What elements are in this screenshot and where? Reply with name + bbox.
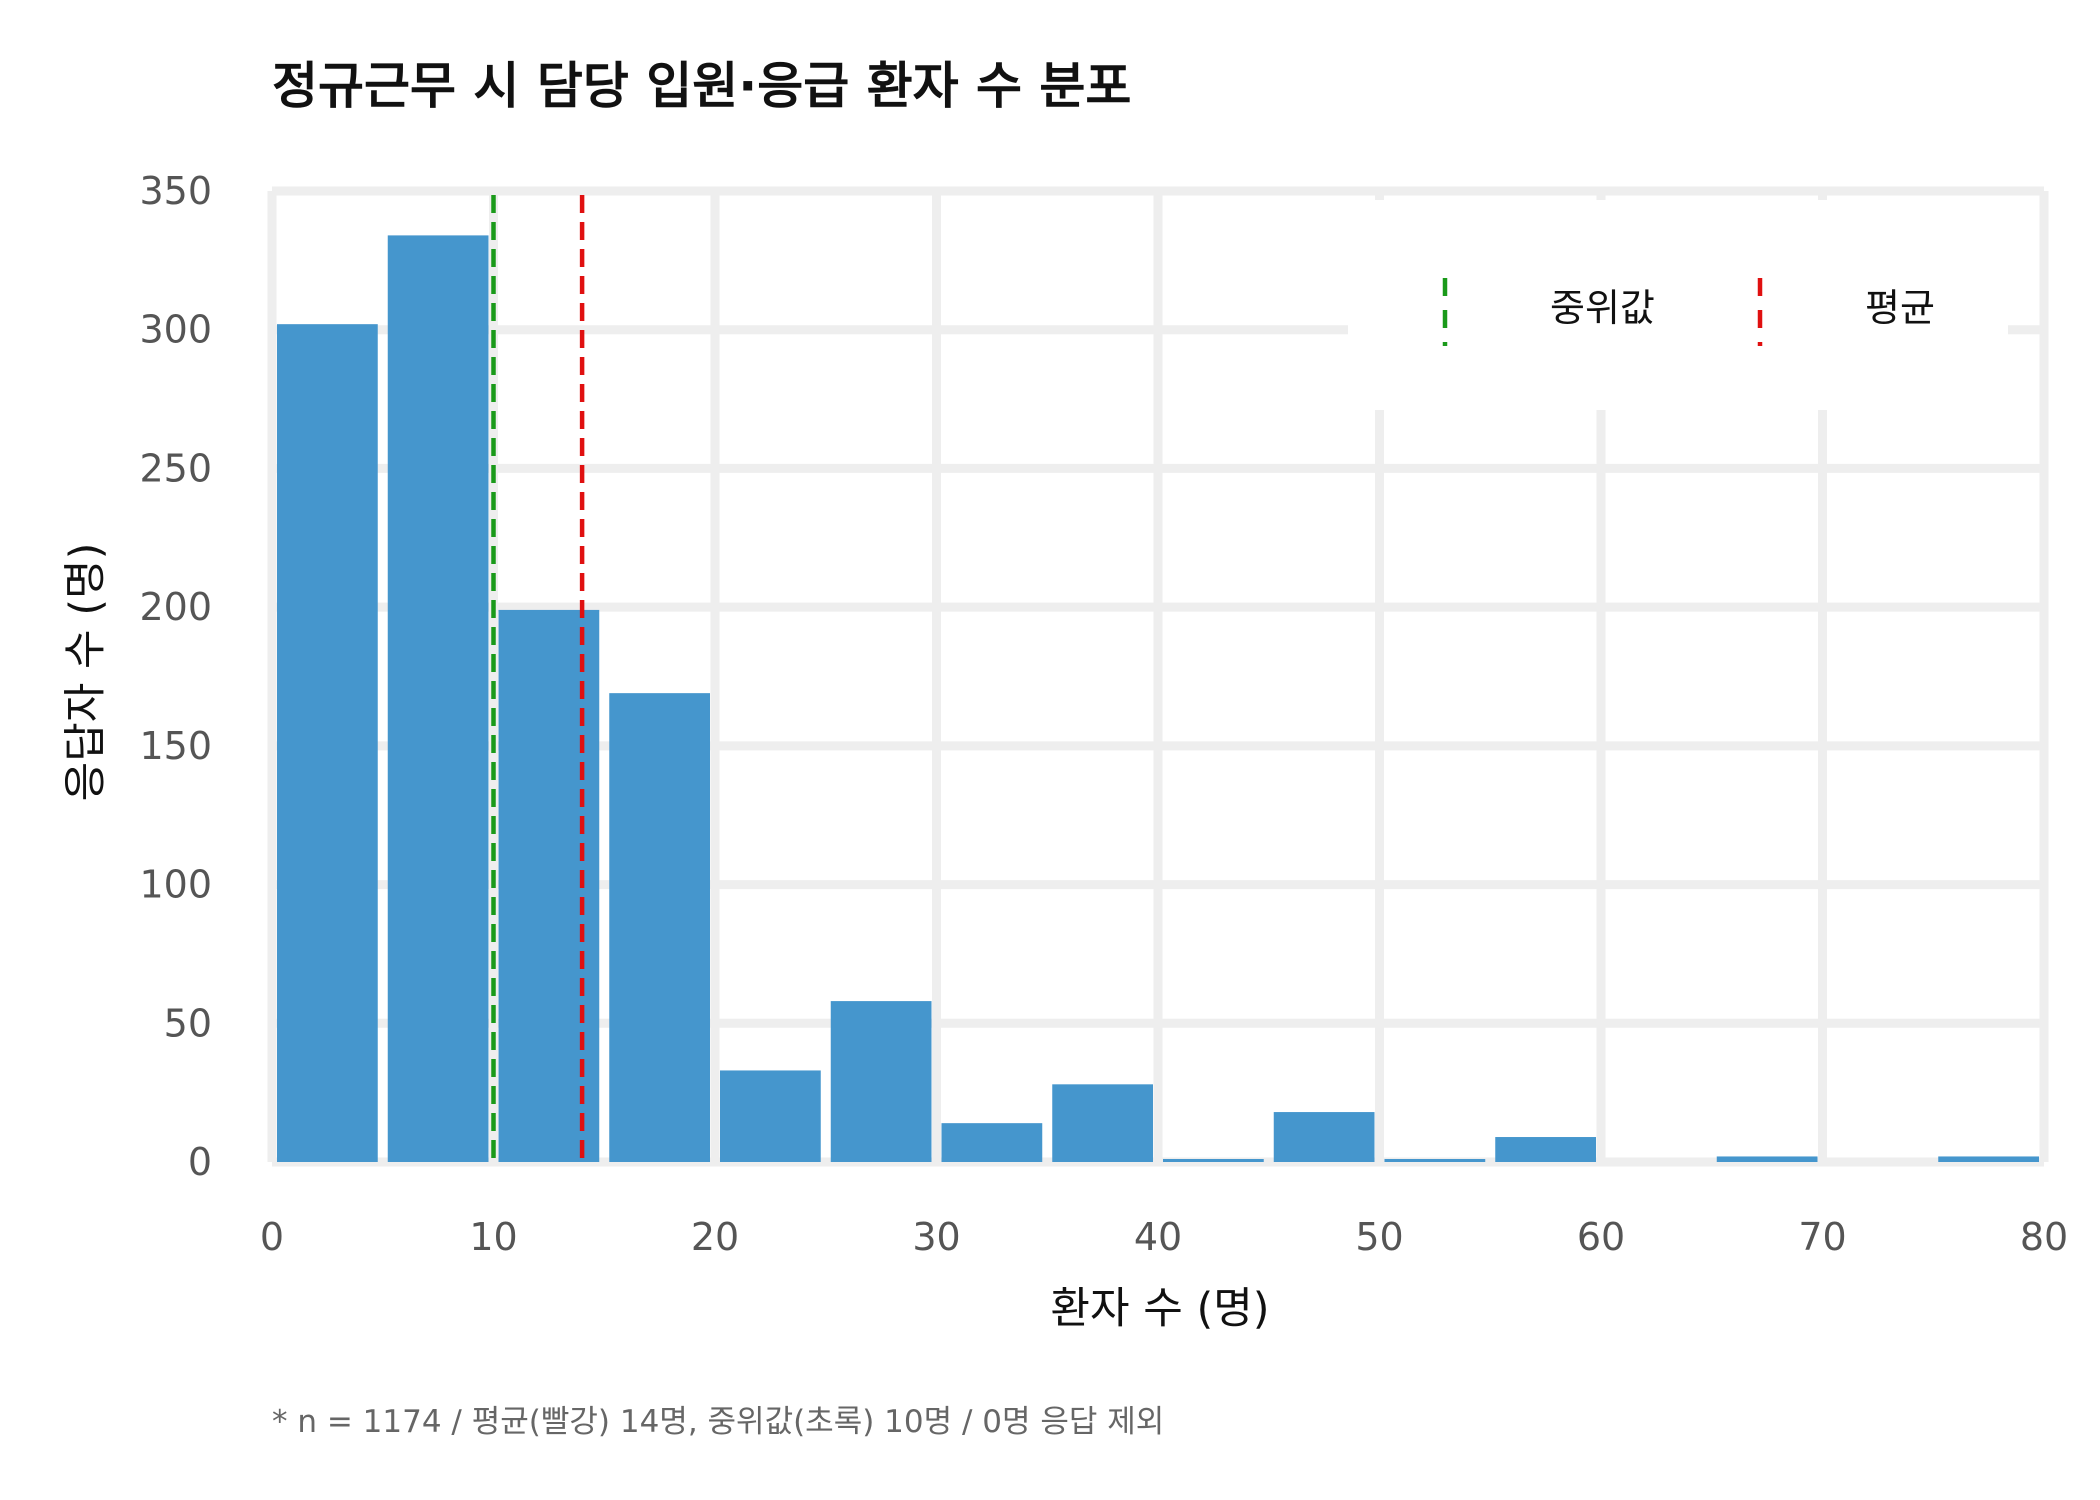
y-tick-label: 300 <box>139 308 212 352</box>
y-tick-label: 50 <box>164 1001 212 1045</box>
x-tick-label: 20 <box>691 1215 739 1259</box>
y-tick-label: 0 <box>188 1140 212 1184</box>
x-tick-label: 40 <box>1134 1215 1182 1259</box>
x-axis-ticks: 0 10 20 30 40 50 60 70 80 <box>260 1215 2068 1259</box>
x-tick-label: 80 <box>2020 1215 2068 1259</box>
histogram-bar <box>941 1123 1043 1162</box>
x-tick-label: 10 <box>469 1215 517 1259</box>
legend: 중위값 평균 <box>1348 200 2008 410</box>
histogram-bar <box>1716 1156 1818 1162</box>
x-tick-label: 0 <box>260 1215 284 1259</box>
y-tick-label: 100 <box>139 863 212 907</box>
chart-title: 정규근무 시 담당 입원·응급 환자 수 분포 <box>272 57 1131 115</box>
histogram-bar <box>830 1001 932 1162</box>
y-axis-label: 응답자 수 (명) <box>61 543 111 802</box>
x-tick-label: 60 <box>1577 1215 1625 1259</box>
legend-label: 중위값 <box>1550 286 1655 330</box>
histogram-bar <box>1273 1112 1375 1162</box>
x-tick-label: 70 <box>1798 1215 1846 1259</box>
x-axis-label: 환자 수 (명) <box>1050 1284 1269 1334</box>
histogram-bar <box>277 324 378 1162</box>
y-tick-label: 350 <box>139 169 212 213</box>
histogram-bar <box>609 693 710 1162</box>
footnote: * n = 1174 / 평균(빨강) 14명, 중위값(초록) 10명 / 0… <box>272 1404 1164 1440</box>
bars <box>277 235 2039 1163</box>
y-tick-label: 200 <box>139 585 212 629</box>
grid <box>267 186 2049 1167</box>
y-tick-label: 250 <box>139 446 212 490</box>
x-tick-label: 50 <box>1355 1215 1403 1259</box>
histogram-bar <box>1938 1156 2039 1162</box>
legend-background <box>1348 200 2008 410</box>
y-tick-label: 150 <box>139 724 212 768</box>
histogram-bar <box>1495 1137 1596 1162</box>
histogram-bar <box>387 235 489 1163</box>
y-axis-ticks: 0 50 100 150 200 250 300 350 <box>139 169 212 1184</box>
histogram-bar <box>720 1070 821 1162</box>
x-tick-label: 30 <box>912 1215 960 1259</box>
histogram-bar <box>1384 1159 1486 1162</box>
histogram-bar <box>1163 1159 1264 1162</box>
legend-label: 평균 <box>1865 286 1935 330</box>
histogram-bar <box>1052 1084 1153 1162</box>
